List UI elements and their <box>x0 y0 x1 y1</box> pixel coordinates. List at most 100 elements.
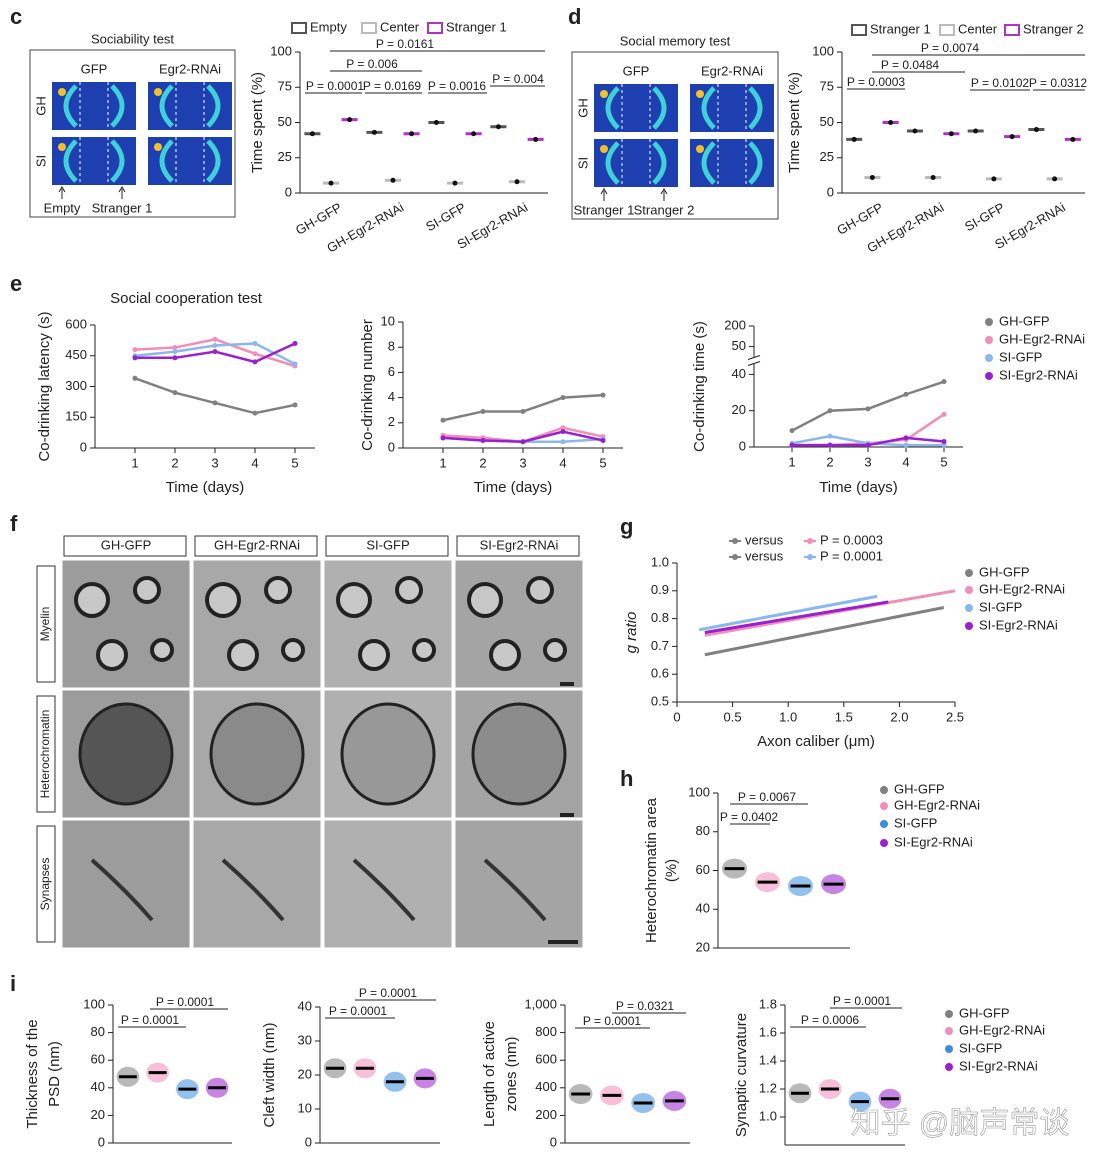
x-tick-label: 4 <box>251 455 258 470</box>
p-value: P = 0.006 <box>346 57 398 71</box>
x-tick-label: 3 <box>864 454 871 469</box>
series-point <box>600 437 606 443</box>
p-value: P = 0.0312 <box>1029 76 1087 90</box>
column-label: Egr2-RNAi <box>701 63 763 78</box>
x-tick-label: SI-GFP <box>423 200 468 235</box>
row-header-box <box>36 565 56 683</box>
image-title: Sociability test <box>91 31 174 46</box>
micrograph <box>454 559 584 689</box>
image-frame <box>571 51 779 220</box>
nucleus <box>340 702 436 806</box>
p-value: P = 0.0001 <box>306 79 364 93</box>
legend-label: Center <box>380 19 420 34</box>
myelin-ring <box>358 639 390 671</box>
p-value: P = 0.0102 <box>971 76 1029 90</box>
legend-label: GH-Egr2-RNAi <box>979 581 1065 596</box>
row-header-box <box>36 825 56 943</box>
legend-label: GH-GFP <box>894 781 945 796</box>
arrow-label: Empty <box>44 200 81 215</box>
x-tick-label: 3 <box>519 455 526 470</box>
micrograph <box>323 559 453 689</box>
heatmap-arc <box>206 84 221 128</box>
row-label: SI <box>33 155 48 167</box>
y-tick-label: 10 <box>298 1100 312 1115</box>
x-tick-label: 4 <box>902 454 909 469</box>
y-tick-label: 200 <box>724 317 746 332</box>
myelin-ring <box>96 639 128 671</box>
y-axis-title: Co-drinking number <box>359 319 376 451</box>
arrow-head <box>58 186 66 193</box>
micrograph <box>61 559 191 689</box>
median-dot <box>948 131 954 137</box>
synapse <box>483 858 547 922</box>
legend-marker <box>880 820 888 828</box>
annotation-icon <box>807 554 813 560</box>
x-tick-label: SI-Egr2-RNAi <box>455 200 531 252</box>
series-point <box>520 408 526 414</box>
series-point <box>292 402 298 408</box>
legend-marker <box>945 1063 953 1071</box>
p-value: P = 0.0321 <box>616 999 674 1013</box>
fit-line <box>698 594 878 632</box>
legend-marker <box>945 1045 953 1053</box>
median-dot <box>514 179 520 185</box>
series-point <box>865 442 871 448</box>
series-point <box>827 433 833 439</box>
median-dot <box>991 176 997 182</box>
annotation-icon <box>732 538 738 544</box>
median-dot <box>533 136 539 142</box>
heatmap-arc <box>605 141 620 185</box>
p-value: P = 0.0001 <box>583 1014 641 1028</box>
fit-line <box>704 600 889 634</box>
series-point <box>172 390 178 396</box>
median-dot <box>930 174 936 180</box>
y-axis-title: PSD (nm) <box>46 1041 63 1107</box>
x-tick-label: 4 <box>559 455 566 470</box>
panel-label: d <box>568 4 581 29</box>
y-tick-label: 40 <box>732 366 746 381</box>
series-point <box>827 408 833 414</box>
heatmap-arc <box>159 84 174 128</box>
p-value: P = 0.0161 <box>376 37 434 51</box>
row-label: SI <box>575 157 590 169</box>
series-point <box>440 417 446 423</box>
y-tick-label: 10 <box>381 313 395 328</box>
p-value: P = 0.0001 <box>121 1013 179 1027</box>
watermark: 知乎 @脑声常谈 <box>851 1107 1070 1140</box>
legend-label: Stranger 1 <box>870 21 931 36</box>
micrograph <box>454 819 584 949</box>
median-dot <box>912 128 918 134</box>
series-point <box>212 400 218 406</box>
series-point <box>252 351 258 357</box>
p-value: P = 0.0006 <box>801 1013 859 1027</box>
p-value: P = 0.0484 <box>881 58 939 72</box>
arrow-head <box>118 186 126 193</box>
series-point <box>865 406 871 412</box>
micrograph <box>323 819 453 949</box>
row-label: GH <box>33 96 48 116</box>
heatmap-arc <box>63 84 78 128</box>
series-point <box>172 355 178 361</box>
y-tick-label: 0 <box>98 1134 105 1149</box>
myelin-ring <box>133 576 161 604</box>
x-tick-label: 5 <box>291 455 298 470</box>
myelin-ring <box>264 576 292 604</box>
legend-label: GH-GFP <box>999 313 1050 328</box>
x-tick-label: 5 <box>599 455 606 470</box>
row-header: Synapses <box>38 858 52 911</box>
arrow-label: Stranger 2 <box>634 202 695 217</box>
x-axis-title: Time (days) <box>474 479 553 496</box>
y-axis-title: Length of active <box>481 1021 498 1127</box>
x-tick-label: 1 <box>439 455 446 470</box>
y-tick-label: 30 <box>298 1032 312 1047</box>
row-label: GH <box>575 98 590 118</box>
series-point <box>132 355 138 361</box>
heatmap-arc <box>652 86 667 130</box>
series-point <box>172 345 178 351</box>
series-point <box>941 379 947 385</box>
p-value: P = 0.0169 <box>363 79 421 93</box>
x-tick-label: 2 <box>479 455 486 470</box>
y-tick-label: 20 <box>91 1107 105 1122</box>
panel-label: c <box>10 4 22 29</box>
x-tick-label: 5 <box>940 454 947 469</box>
